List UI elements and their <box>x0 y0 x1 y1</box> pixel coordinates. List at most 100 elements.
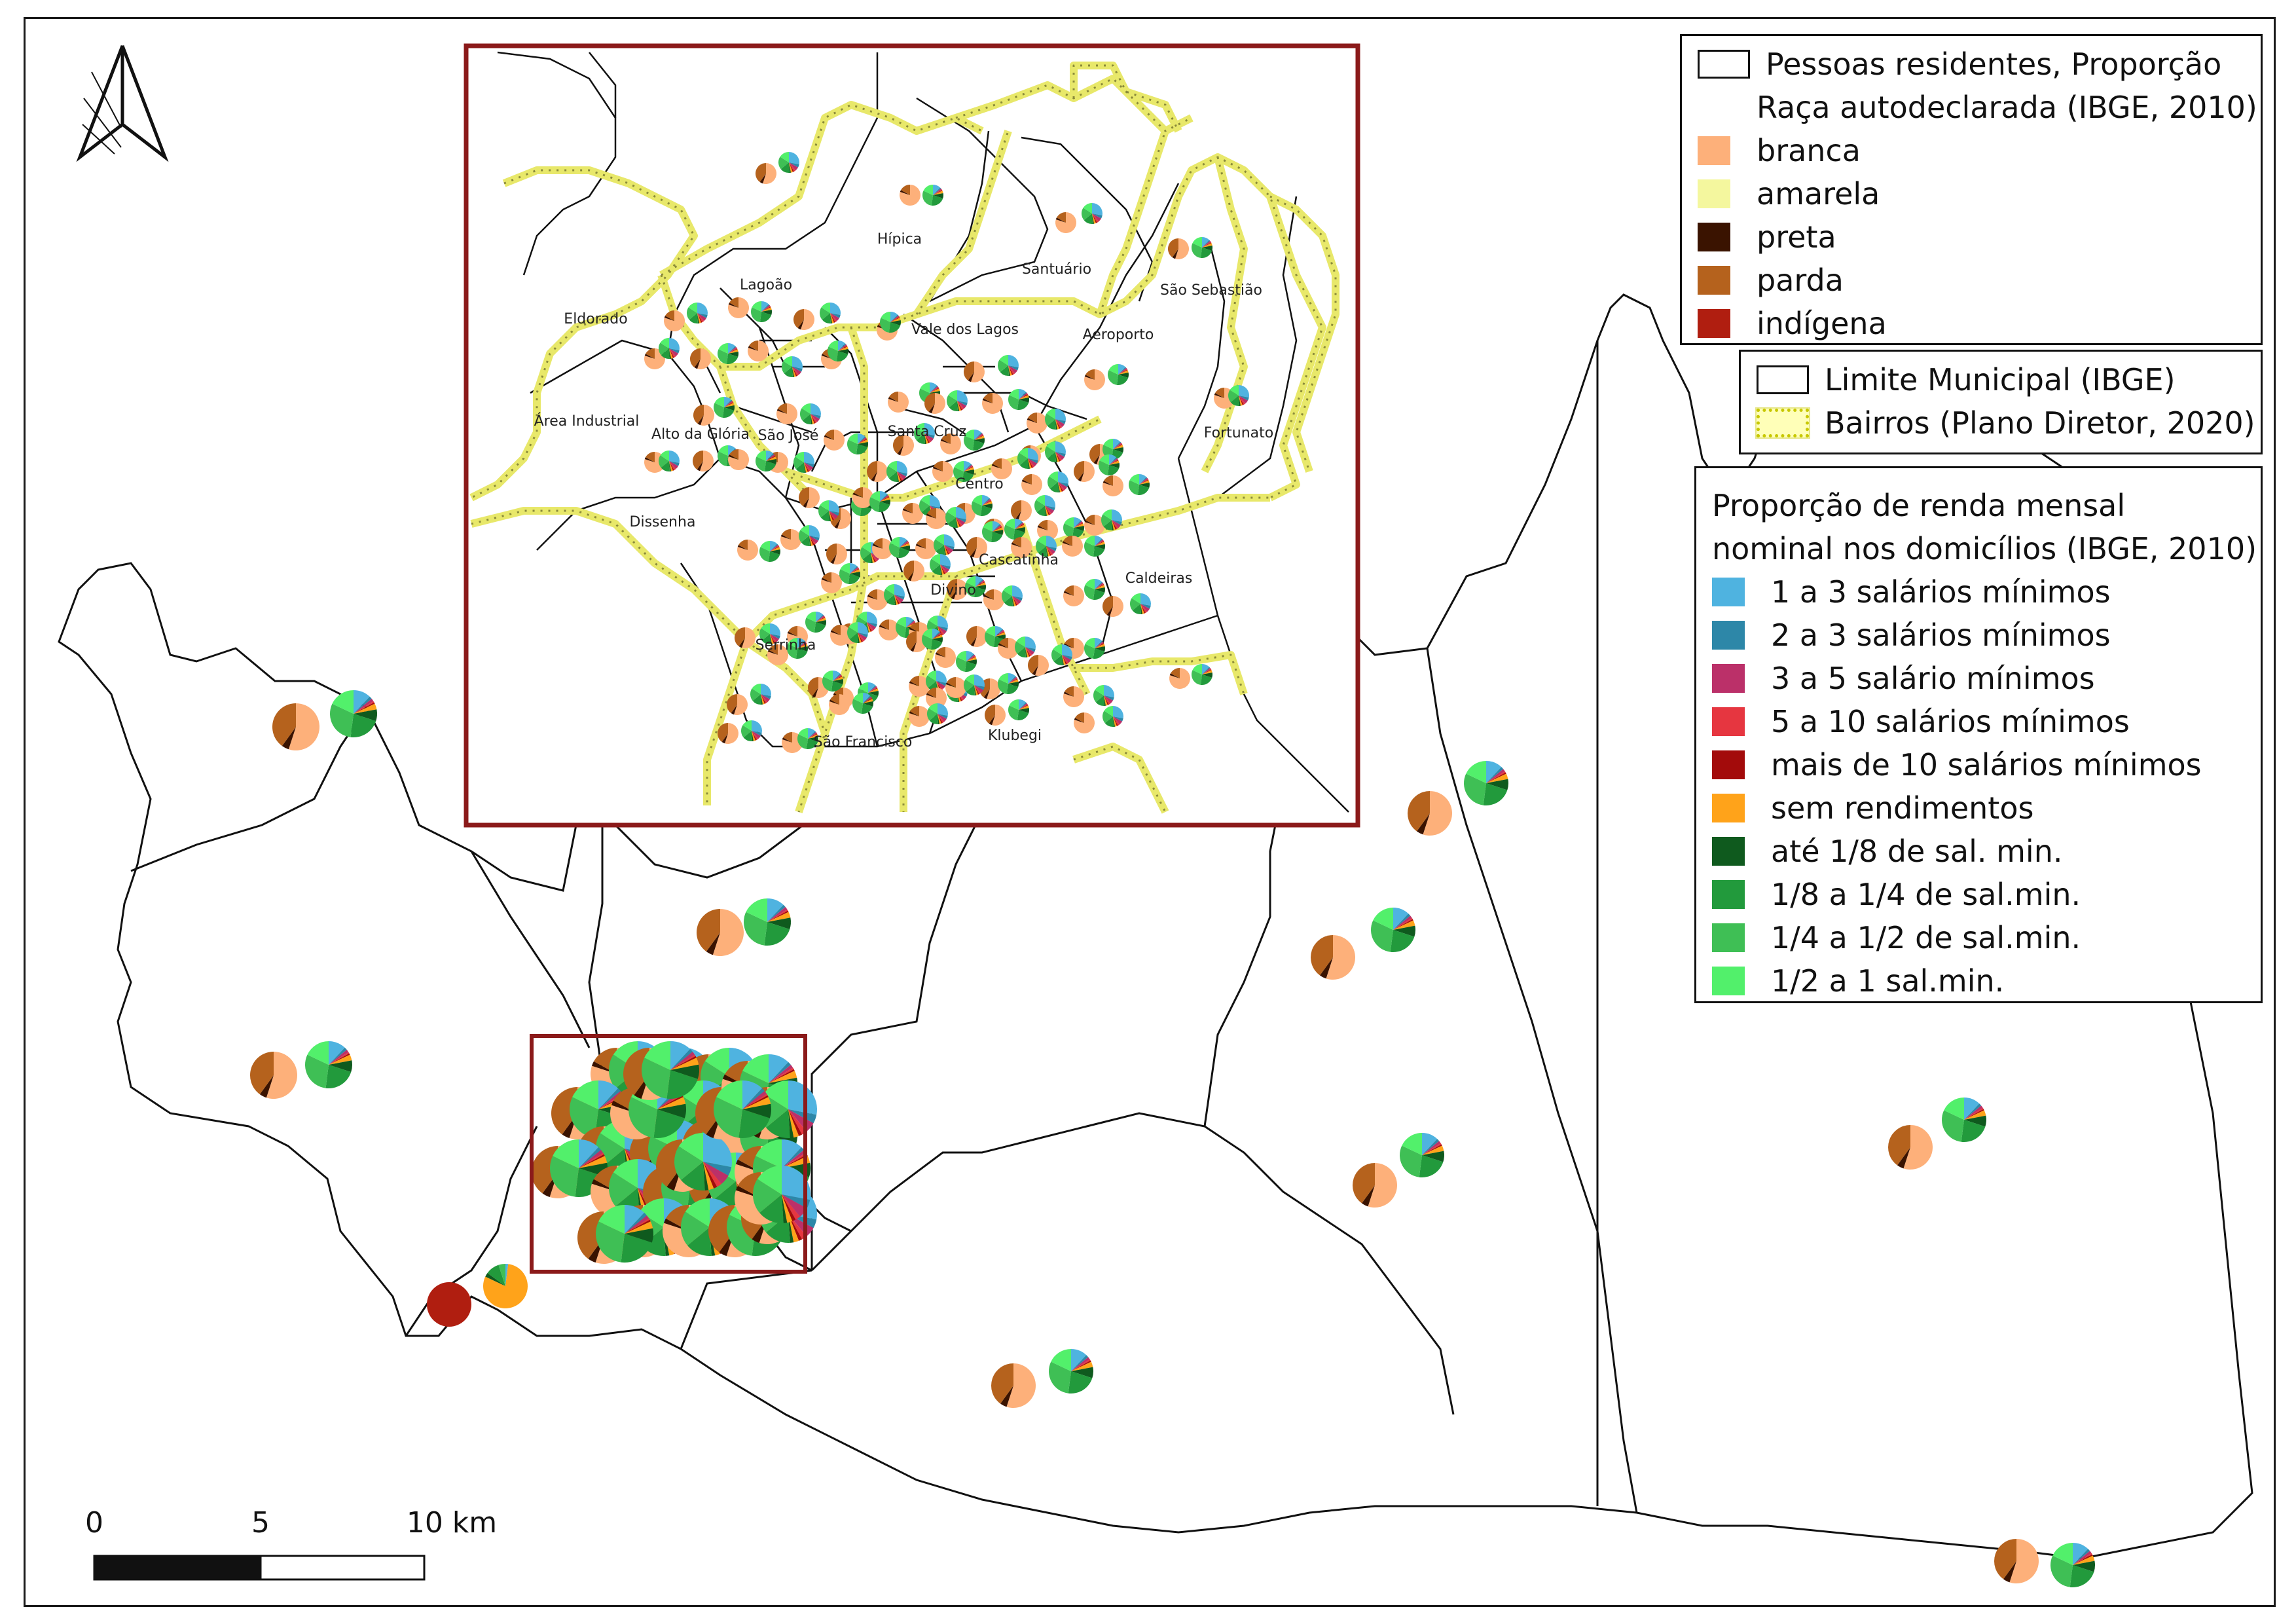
income-pie-slice <box>325 1065 352 1088</box>
inset-race-pie-slice <box>738 540 748 550</box>
inset-income-pie-slice <box>1046 546 1053 556</box>
income-pie-slice <box>1944 1098 1964 1120</box>
inset-income-pie-slice <box>1003 585 1012 596</box>
inset-race-pie-slice <box>829 699 839 705</box>
inset-race-pie-slice <box>928 403 935 414</box>
inset-income-pie-slice <box>1102 710 1113 724</box>
inset-income-pie-slice <box>940 564 945 574</box>
income-pie <box>305 1041 352 1088</box>
inset-label-serrinha: Serrinha <box>756 637 816 654</box>
income-pie-slice <box>782 1147 804 1168</box>
race-pie-slice <box>1311 935 1333 976</box>
inset-race-pie-slice <box>915 544 926 549</box>
income-pie-slice <box>1071 1359 1091 1371</box>
inset-income-pie-slice <box>1085 638 1095 648</box>
inset-income-pie-slice <box>924 423 935 435</box>
inset-race-pie-slice <box>1015 511 1021 521</box>
inset-income-pie-slice <box>906 617 913 627</box>
inset-income-pie-slice <box>718 445 728 456</box>
inset-income-pie-slice <box>966 657 977 661</box>
inset-income-pie-slice <box>1016 637 1025 647</box>
inset-income-pie-slice <box>1112 509 1122 522</box>
income-pie-slice <box>329 1047 347 1065</box>
inset-income-pie-slice <box>858 439 868 444</box>
inset-income-pie-slice <box>944 534 955 547</box>
inset-income-pie-slice <box>1074 523 1084 528</box>
inset-income-pie-slice <box>932 629 939 639</box>
inset-income-pie-slice <box>833 679 843 684</box>
income-pie-slice <box>354 696 372 714</box>
legend-income-item: até 1/8 de sal. min. <box>1712 830 2257 873</box>
income-pie-slice <box>625 1215 649 1234</box>
legend-income-item: 5 a 10 salários mínimos <box>1712 700 2257 743</box>
legend-income-swatch <box>1712 923 1745 952</box>
income-pie-slice <box>483 1264 528 1309</box>
inset-income-pie-slice <box>938 714 941 724</box>
inset-income-pie-slice <box>759 547 770 562</box>
inset-income-pie-slice <box>924 434 935 439</box>
inset-race-pie <box>902 503 923 525</box>
inset-income-pie-slice <box>1045 506 1050 515</box>
inset-income-pie-slice <box>778 157 789 170</box>
inset-income-pie-slice <box>1025 647 1032 657</box>
inset-income-pie-slice <box>809 536 816 545</box>
income-pie-slice <box>1071 1360 1091 1371</box>
income-pie-slice <box>579 1153 604 1168</box>
inset-income-pie-slice <box>894 595 902 604</box>
income-pie-slice <box>1964 1107 1984 1120</box>
inset-income-pie-slice <box>669 461 680 466</box>
inset-income-pie-slice <box>956 517 966 523</box>
inset-income-pie-slice <box>750 688 761 701</box>
legend-income-label: até 1/8 de sal. min. <box>1771 834 2063 869</box>
inset-income-pie-slice <box>792 367 799 377</box>
inset-income-pie-slice <box>880 497 890 502</box>
inset-income-pie-slice <box>1093 690 1104 703</box>
inset-income-pie-slice <box>920 382 930 393</box>
inset-income-pie-slice <box>761 304 770 312</box>
inset-income-pie-slice <box>766 454 775 461</box>
inset-income-pie-slice <box>809 536 820 541</box>
income-pie-slice <box>767 907 788 922</box>
inset-income-pie-slice <box>1006 684 1019 694</box>
income-pie-slice <box>596 1221 625 1263</box>
inset-income-pie-slice <box>829 511 839 516</box>
inset-income-pie-slice <box>894 595 900 604</box>
income-pie-slice <box>1422 1139 1440 1155</box>
inset-income-pie-slice <box>940 564 947 574</box>
race-pie-slice <box>656 1139 682 1187</box>
inset-income-pie-slice <box>1046 546 1056 555</box>
inset-income-pie-slice <box>724 405 735 411</box>
inset-income-pie-slice <box>896 617 906 627</box>
inset-income-pie-slice <box>804 462 809 472</box>
inset-income-pie-slice <box>808 733 818 739</box>
income-pie-slice <box>1402 1133 1422 1155</box>
inset-income-pie-slice <box>1095 642 1104 648</box>
inset-income-pie-slice <box>1015 521 1023 529</box>
inset-income-pie-slice <box>1104 695 1114 701</box>
income-pie-slice <box>716 1080 742 1109</box>
income-pie-slice <box>764 922 790 946</box>
inset-income-pie-slice <box>1140 593 1151 606</box>
inset-income-pie-slice <box>974 435 985 440</box>
inset-race-pie-slice <box>781 529 791 540</box>
income-pie-slice <box>670 1058 699 1070</box>
inset-income-pie-slice <box>867 622 869 633</box>
inset-income-pie-slice <box>933 187 941 195</box>
inset-income-pie-slice <box>1004 525 1015 540</box>
inset-income-pie-slice <box>760 540 770 551</box>
race-pie <box>1352 1163 1398 1208</box>
inset-income-pie-slice <box>995 629 1004 637</box>
inset-race-pie-slice <box>767 650 778 655</box>
inset-income-pie-slice <box>788 638 797 648</box>
inset-income-pie-slice <box>852 699 863 714</box>
income-pie-slice <box>579 1139 599 1168</box>
income-pie-slice <box>354 699 374 714</box>
income-pie-slice <box>767 910 789 922</box>
inset-income-pie-slice <box>1012 596 1019 606</box>
inset-income-pie-slice <box>811 414 821 419</box>
scale-label-5: 5 <box>251 1506 270 1540</box>
legend-bairros-row: Bairros (Plano Diretor, 2020) <box>1755 401 2255 445</box>
inset-race-pie-slice <box>644 354 655 359</box>
inset-income-pie <box>659 451 680 471</box>
inset-income-pie <box>1084 536 1105 557</box>
